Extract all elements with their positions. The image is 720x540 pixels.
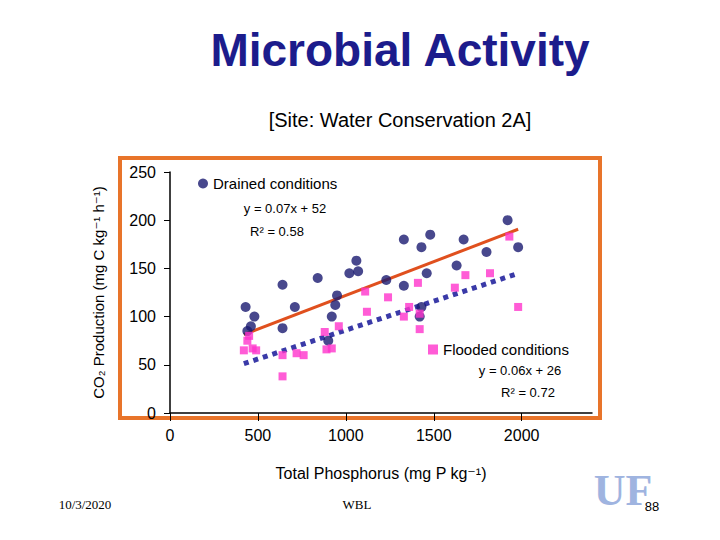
svg-text:0: 0: [147, 405, 156, 422]
svg-text:y = 0.07x + 52: y = 0.07x + 52: [244, 201, 326, 216]
svg-text:50: 50: [138, 356, 156, 373]
svg-text:R² = 0.72: R² = 0.72: [501, 385, 555, 400]
svg-text:500: 500: [245, 427, 272, 444]
svg-text:[Site: Water Conservation 2A]: [Site: Water Conservation 2A]: [269, 109, 532, 131]
svg-text:88: 88: [645, 499, 659, 514]
svg-text:2000: 2000: [504, 427, 540, 444]
svg-text:Total Phosphorus (mg P kg⁻¹): Total Phosphorus (mg P kg⁻¹): [276, 465, 487, 482]
svg-text:y = 0.06x + 26: y = 0.06x + 26: [479, 363, 561, 378]
svg-text:CO₂ Production (mg C kg⁻¹ h⁻¹): CO₂ Production (mg C kg⁻¹ h⁻¹): [90, 186, 107, 399]
svg-text:250: 250: [129, 164, 156, 181]
svg-text:Drained conditions: Drained conditions: [213, 175, 337, 192]
svg-text:R² = 0.58: R² = 0.58: [250, 224, 304, 239]
svg-text:1500: 1500: [416, 427, 452, 444]
svg-text:100: 100: [129, 308, 156, 325]
svg-text:WBL: WBL: [343, 497, 372, 512]
svg-text:10/3/2020: 10/3/2020: [59, 497, 112, 512]
svg-text:Flooded conditions: Flooded conditions: [443, 341, 569, 358]
svg-text:0: 0: [166, 427, 175, 444]
svg-text:200: 200: [129, 212, 156, 229]
svg-text:Microbial Activity: Microbial Activity: [210, 24, 590, 76]
svg-text:150: 150: [129, 260, 156, 277]
svg-text:UF: UF: [594, 466, 653, 515]
svg-text:1000: 1000: [328, 427, 364, 444]
